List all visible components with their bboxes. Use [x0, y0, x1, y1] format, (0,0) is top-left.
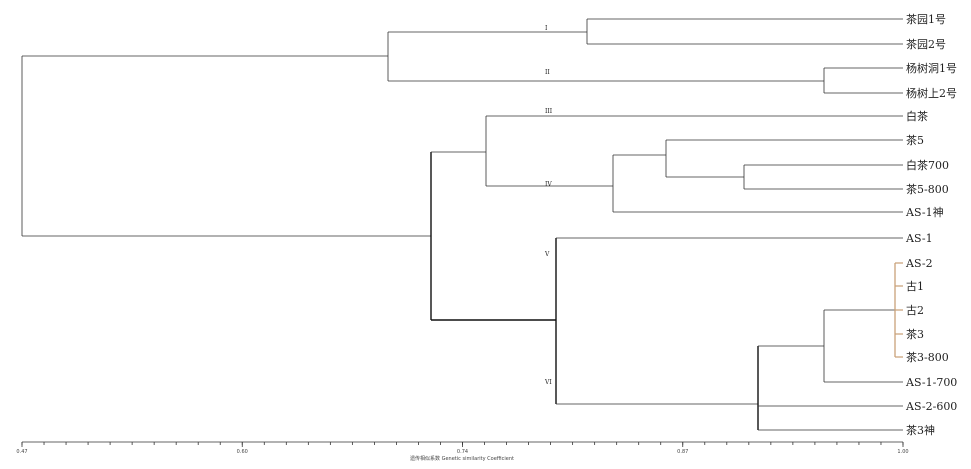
branch-cha5: [665, 139, 903, 178]
branches: [21, 18, 903, 431]
leaf-label: 古1: [906, 280, 924, 293]
tick-label: 0.47: [16, 449, 27, 455]
branch-identical-stubs: [895, 262, 903, 358]
branch-baicha700: [743, 164, 903, 190]
branch-cluster-top: [387, 31, 824, 82]
branch-cluster-iv: [612, 154, 903, 213]
leaf-label: 杨树洞1号: [906, 61, 957, 75]
axis-title: 遗传相似系数 Genetic similarity Coefficient: [410, 455, 514, 462]
tick-label: 1.00: [897, 449, 908, 455]
tick-label: 0.74: [457, 449, 468, 455]
leaf-label: AS-1: [905, 232, 933, 245]
branch-bottom-main: [430, 152, 556, 321]
cluster-label: VI: [544, 379, 552, 386]
branch-root: [21, 55, 431, 237]
leaf-label: AS-2: [905, 257, 933, 270]
cluster-label: IV: [545, 181, 552, 188]
leaf-label: 茶5: [906, 134, 924, 147]
leaf-label: 古2: [906, 304, 924, 317]
cluster-label: V: [544, 251, 550, 258]
branch-vi-leaves: [758, 345, 903, 431]
leaf-label: 杨树上2号: [906, 86, 957, 100]
branch-cluster-v: [556, 237, 903, 405]
branch-as1-700: [823, 309, 903, 383]
leaf-label: 白茶700: [906, 158, 949, 172]
leaf-label: 茶3: [906, 328, 924, 341]
leaf-label: 茶园2号: [906, 38, 946, 51]
cluster-label: III: [545, 108, 553, 115]
x-axis: 0.47 0.60 0.74 0.87 1.00 遗传相似系数 Genetic simi…: [16, 441, 909, 462]
leaf-label: 茶5-800: [906, 183, 949, 196]
branch-cluster-iii-iv: [485, 115, 903, 187]
leaf-label: AS-1神: [905, 205, 944, 219]
tick-label: 0.87: [677, 449, 688, 455]
leaf-label: 茶3-800: [906, 351, 949, 364]
cluster-label: I: [545, 25, 548, 32]
major-ticks: 0.47 0.60 0.74 0.87 1.00: [16, 442, 909, 455]
leaf-label: AS-1-700: [905, 376, 957, 389]
cluster-label: II: [545, 69, 550, 76]
branch-cluster-i: [586, 18, 903, 45]
tick-label: 0.60: [237, 449, 248, 455]
leaf-label: 茶3神: [906, 423, 935, 437]
leaf-label: 茶园1号: [906, 13, 946, 26]
leaf-label: AS-2-600: [905, 400, 957, 413]
branch-cluster-ii: [823, 67, 903, 94]
leaf-label: 白茶: [906, 109, 928, 123]
